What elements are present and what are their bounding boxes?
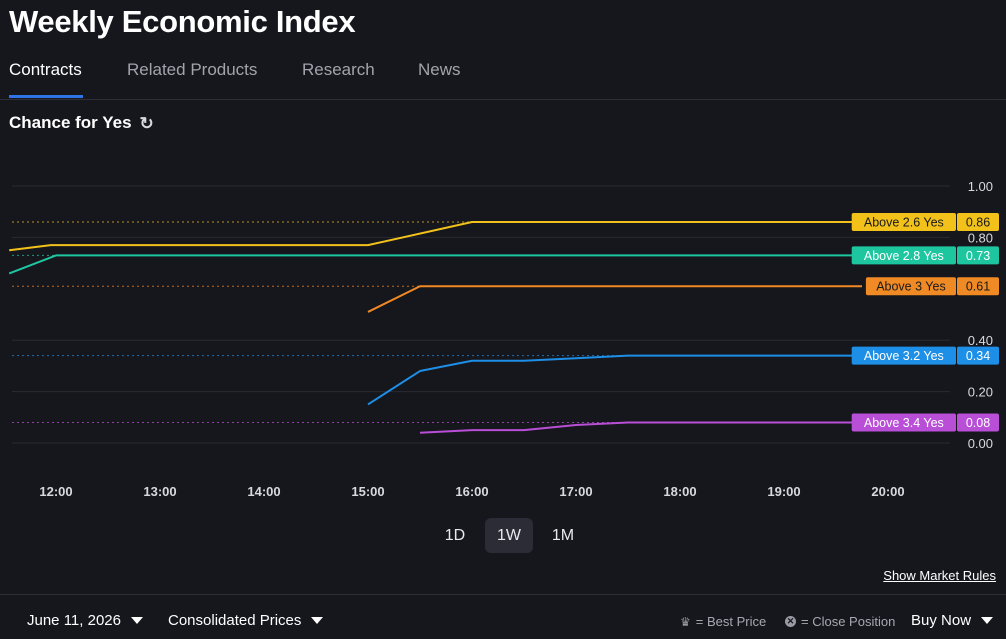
series-value-bg	[957, 413, 999, 432]
x-tick-label: 15:00	[351, 484, 384, 499]
tab-research[interactable]: Research	[302, 60, 375, 79]
series-line	[8, 254, 862, 275]
close-position-label: = Close Position	[801, 614, 896, 629]
range-1d-button[interactable]: 1D	[444, 527, 466, 544]
chart-heading: Chance for Yes ↻	[9, 113, 154, 133]
y-tick-label: 0.40	[968, 333, 993, 348]
series-value-bg	[957, 277, 999, 296]
series-name-label: Above 3.4 Yes	[864, 416, 944, 430]
buy-now-dropdown[interactable]: Buy Now	[911, 612, 994, 629]
series-label-bg	[851, 346, 956, 365]
series-line	[419, 421, 862, 434]
buy-now-label: Buy Now	[911, 612, 972, 629]
series-label-bg	[851, 246, 956, 265]
x-tick-label: 18:00	[663, 484, 696, 499]
best-price-legend: ♛ = Best Price	[680, 614, 766, 629]
series-label-bg	[851, 413, 956, 432]
y-tick-label: 0.80	[968, 230, 993, 245]
series-label-tag: Above 3.2 Yes 0.34	[851, 346, 999, 365]
date-dropdown[interactable]: June 11, 2026	[27, 612, 143, 629]
close-circle-icon: ✕	[785, 616, 796, 627]
x-tick-label: 20:00	[871, 484, 904, 499]
range-1w-button[interactable]: 1W	[485, 518, 533, 553]
y-tick-label: 1.00	[968, 179, 993, 194]
close-position-legend: ✕ = Close Position	[785, 614, 895, 629]
tab-bar: Contracts Related Products Research News	[9, 58, 999, 99]
footer-bar: June 11, 2026 Consolidated Prices ♛ = Be…	[0, 602, 1006, 639]
footer-divider	[0, 594, 1006, 595]
tab-news[interactable]: News	[418, 60, 461, 79]
show-market-rules-link[interactable]: Show Market Rules	[883, 568, 996, 583]
date-label: June 11, 2026	[27, 612, 121, 629]
series-value-bg	[957, 346, 999, 365]
series-name-label: Above 2.8 Yes	[864, 249, 944, 263]
x-tick-label: 16:00	[455, 484, 488, 499]
series-value-label: 0.34	[966, 349, 990, 363]
x-tick-label: 13:00	[143, 484, 176, 499]
range-selector: 1D 1W 1M	[431, 518, 587, 554]
crown-icon: ♛	[680, 614, 691, 629]
series-name-label: Above 3.2 Yes	[864, 349, 944, 363]
series-label-bg	[851, 212, 956, 231]
series-label-tag: Above 3 Yes 0.61	[865, 277, 999, 296]
series-value-label: 0.73	[966, 249, 990, 263]
series-label-bg	[865, 277, 956, 296]
series-line	[367, 354, 862, 406]
refresh-icon[interactable]: ↻	[139, 113, 154, 133]
x-tick-label: 17:00	[559, 484, 592, 499]
series-line	[367, 285, 862, 313]
x-tick-label: 19:00	[767, 484, 800, 499]
series-value-label: 0.08	[966, 416, 990, 430]
chevron-down-icon	[981, 617, 994, 624]
best-price-label: = Best Price	[695, 614, 767, 629]
x-tick-label: 14:00	[247, 484, 280, 499]
series-name-label: Above 2.6 Yes	[864, 215, 944, 229]
active-tab-indicator	[9, 95, 83, 98]
tab-contracts[interactable]: Contracts	[9, 60, 82, 79]
series-value-label: 0.61	[966, 280, 990, 294]
series-label-tag: Above 2.8 Yes 0.73	[851, 246, 999, 265]
series-label-tag: Above 2.6 Yes 0.86	[851, 212, 999, 231]
x-tick-label: 12:00	[39, 484, 72, 499]
series-value-bg	[957, 246, 999, 265]
chart-subtitle: Chance for Yes	[9, 113, 132, 132]
tab-related-products[interactable]: Related Products	[127, 60, 258, 79]
series-label-tag: Above 3.4 Yes 0.08	[851, 413, 999, 432]
prices-dropdown[interactable]: Consolidated Prices	[168, 612, 324, 629]
prices-label: Consolidated Prices	[168, 612, 302, 629]
range-1m-button[interactable]: 1M	[551, 527, 575, 544]
chevron-down-icon	[130, 617, 143, 624]
y-tick-label: 0.20	[968, 385, 993, 400]
series-value-bg	[957, 212, 999, 231]
price-chart: 1.00 0.80 0.40 0.20 0.00 12:00 13:00 14:00 15:00…	[8, 179, 999, 499]
chevron-down-icon	[311, 617, 324, 624]
tabs-divider	[0, 99, 1006, 100]
series-line	[9, 220, 862, 252]
page-title: Weekly Economic Index	[9, 4, 356, 39]
y-tick-label: 0.00	[968, 436, 993, 451]
series-name-label: Above 3 Yes	[876, 280, 946, 294]
series-value-label: 0.86	[966, 215, 990, 229]
